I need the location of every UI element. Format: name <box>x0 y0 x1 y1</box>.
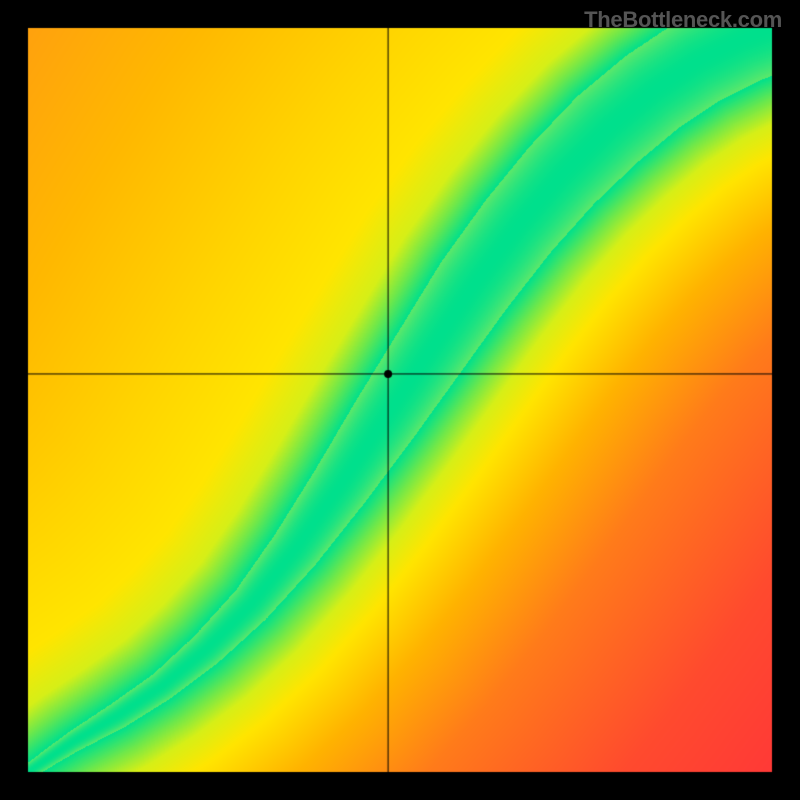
watermark-text: TheBottleneck.com <box>584 7 782 33</box>
heatmap-canvas <box>0 0 800 800</box>
chart-container: TheBottleneck.com <box>0 0 800 800</box>
